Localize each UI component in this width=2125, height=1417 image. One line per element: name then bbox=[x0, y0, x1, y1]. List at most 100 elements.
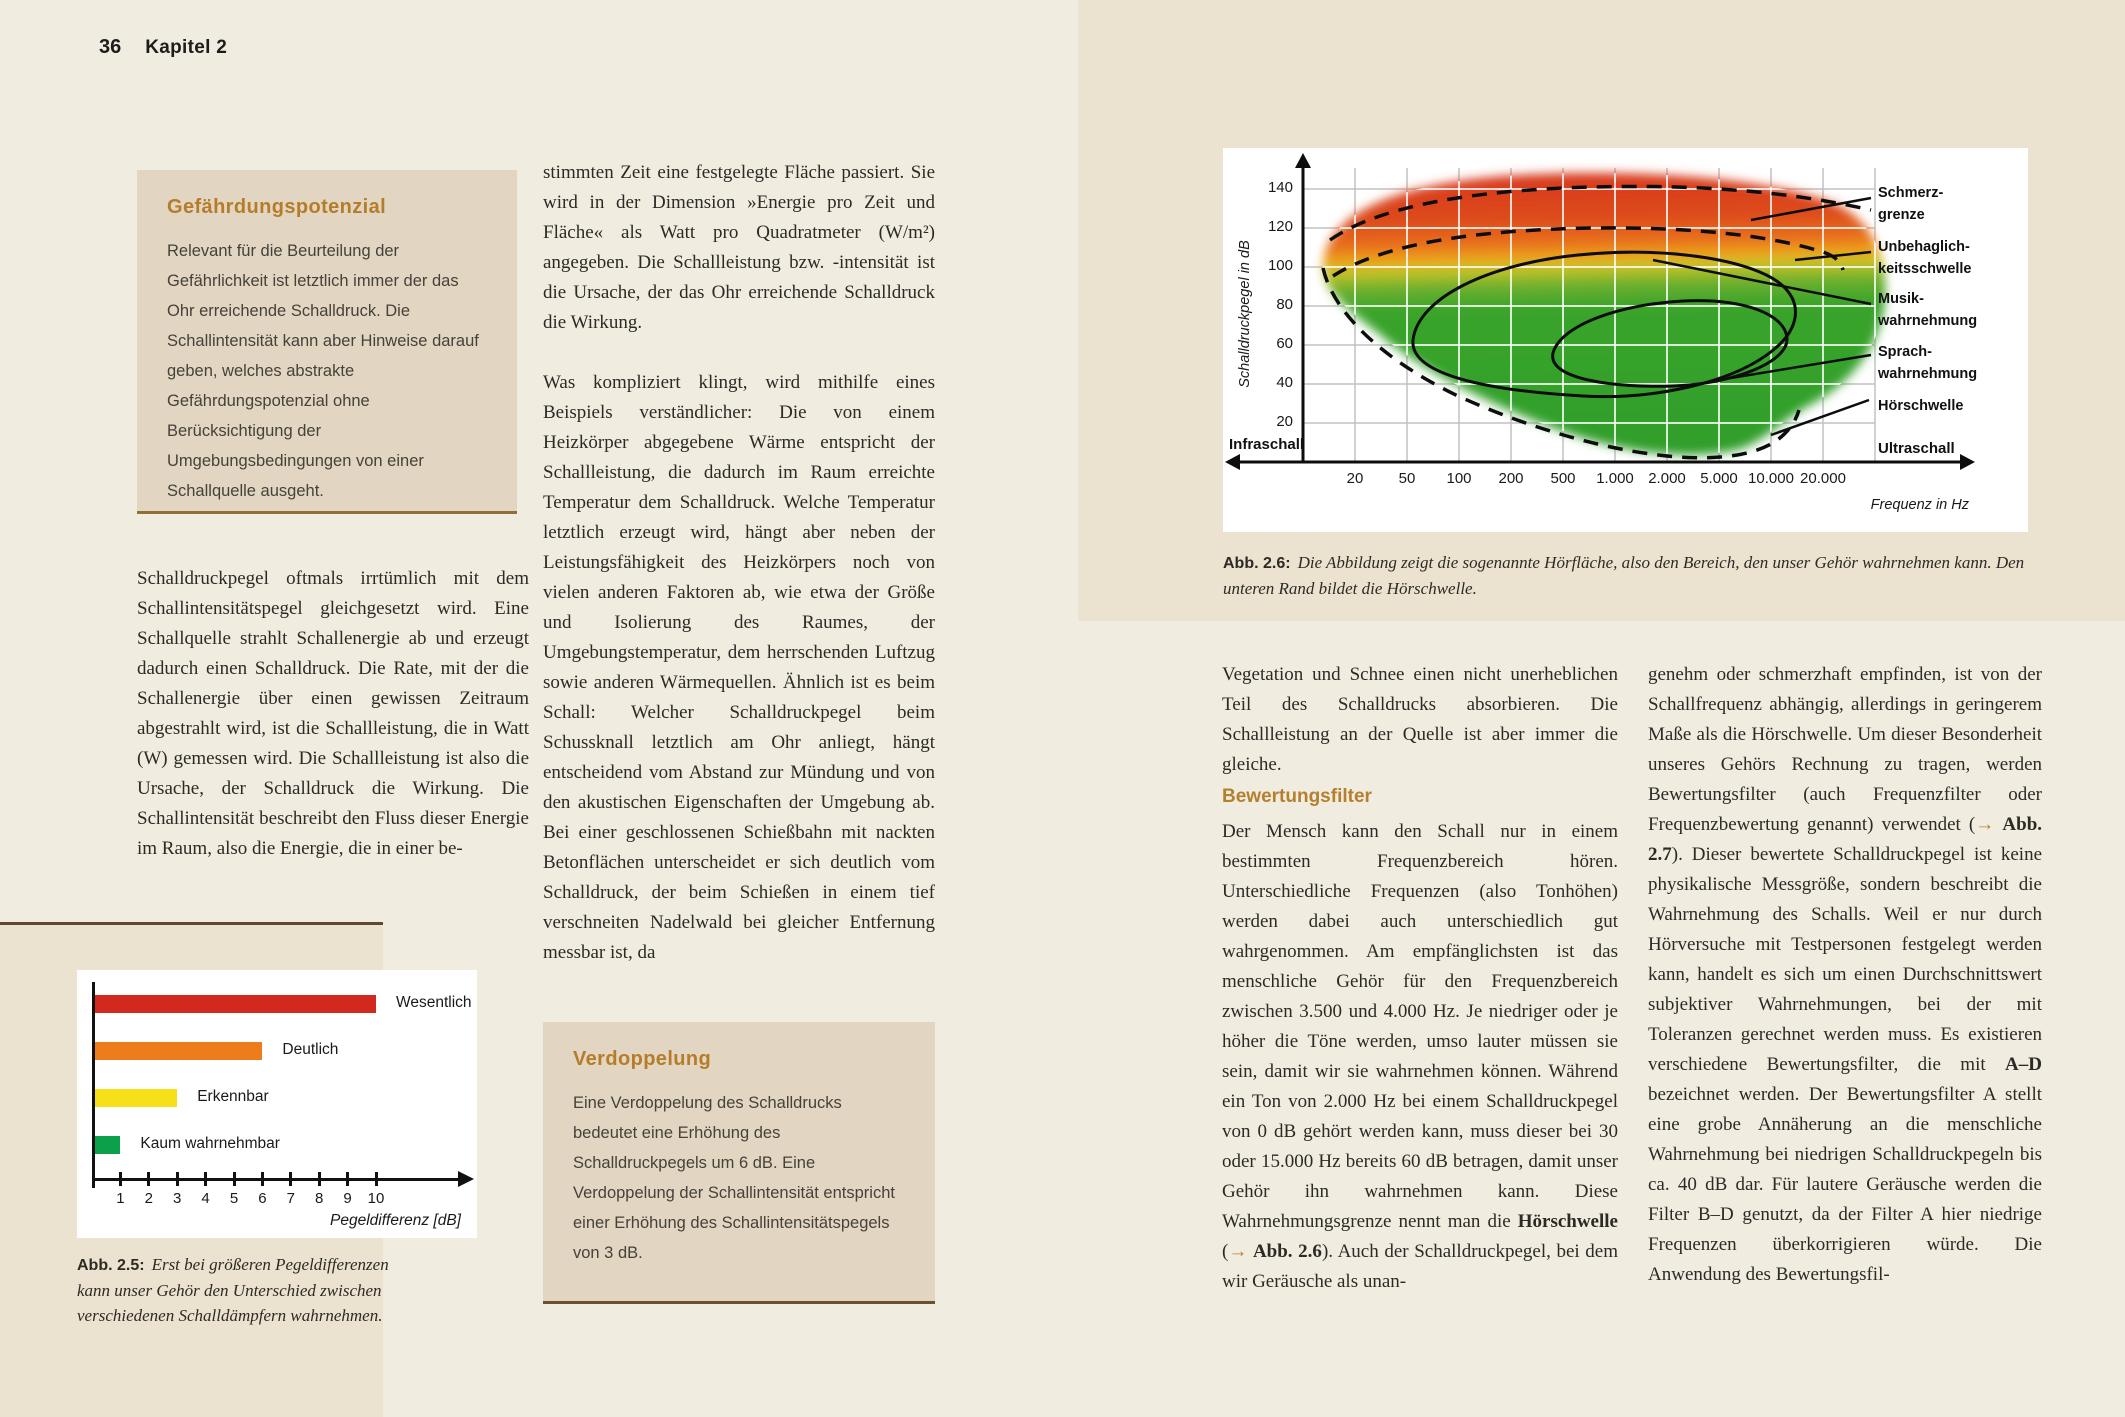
bar-label: Wesentlich bbox=[396, 994, 472, 1011]
y-axis-line bbox=[92, 982, 95, 1188]
x-tick-label: 20 bbox=[1346, 470, 1364, 487]
bar-wesentlich bbox=[95, 995, 376, 1013]
bar-kaum-wahrnehmbar bbox=[95, 1136, 121, 1154]
infobox-verdoppelung: Verdoppelung Eine Verdoppelung des Schal… bbox=[543, 1022, 935, 1304]
x-tick-label: 100 bbox=[1446, 470, 1472, 487]
figure-2-6-hoerflaeche-chart: Schalldruckpegel in dB Frequenz in Hz 14… bbox=[1223, 148, 2028, 532]
x-tick-mark bbox=[317, 1172, 321, 1186]
x-tick-label: 2 bbox=[144, 1190, 153, 1207]
infobox-title: Gefährdungspotenzial bbox=[167, 196, 387, 218]
callout-hörschwelle: Hörschwelle bbox=[1878, 398, 1964, 414]
y-tick-label: 40 bbox=[1276, 374, 1293, 391]
figure-2-6-caption-text: Die Abbildung zeigt die sogenannte Hörfl… bbox=[1223, 553, 2025, 598]
x-tick-mark bbox=[204, 1172, 208, 1186]
x-tick-label: 10 bbox=[367, 1190, 385, 1207]
sprachwahrnehmung-contour bbox=[1551, 299, 1789, 388]
bar-chart-plot: Pegeldifferenz [dB] Wesentlich Deutlich Er… bbox=[77, 970, 477, 1238]
x-axis-label: Pegeldifferenz [dB] bbox=[330, 1212, 461, 1229]
x-tick-label: 3 bbox=[173, 1190, 182, 1207]
x-tick-mark bbox=[175, 1172, 179, 1186]
right-column1-paragraph2: Der Mensch kann den Schall nur in einem … bbox=[1222, 821, 1619, 1292]
x-tick-label: 1.000 bbox=[1596, 470, 1634, 487]
x-axis-arrow-icon bbox=[458, 1171, 474, 1187]
y-tick-label: 60 bbox=[1276, 335, 1293, 352]
y-tick-label: 120 bbox=[1267, 218, 1293, 235]
bar-label: Erkennbar bbox=[197, 1088, 269, 1105]
infobox-gefaehrdungspotenzial: Gefährdungspotenzial Relevant für die Be… bbox=[137, 170, 517, 514]
x-tick-mark bbox=[260, 1172, 264, 1186]
callout-sprachwahrnehmung: Sprach- wahrnehmung bbox=[1878, 344, 1978, 382]
y-axis-arrow-icon bbox=[1295, 153, 1311, 168]
x-tick-label: 500 bbox=[1550, 470, 1576, 487]
x-tick-mark bbox=[118, 1172, 122, 1186]
figure-2-5-label: Abb. 2.5: bbox=[77, 1257, 145, 1274]
x-tick-mark bbox=[374, 1172, 378, 1186]
y-tick-label: 20 bbox=[1276, 413, 1293, 430]
left-column2-paragraph2: Was kompliziert klingt, wird mithilfe ei… bbox=[543, 372, 935, 963]
left-column2: stimmten Zeit eine festgelegte Fläche pa… bbox=[543, 158, 935, 968]
page-header: 36 Kapitel 2 bbox=[99, 36, 227, 59]
x-tick-label: 9 bbox=[343, 1190, 352, 1207]
bar-label: Kaum wahrnehmbar bbox=[140, 1135, 280, 1152]
y-axis-label: Schalldruckpegel in dB bbox=[1237, 240, 1253, 388]
infobox-body: Relevant für die Beurteilung der Gefährl… bbox=[167, 242, 479, 500]
bar-label: Deutlich bbox=[282, 1041, 339, 1058]
left-column2-paragraph1: stimmten Zeit eine festgelegte Fläche pa… bbox=[543, 162, 935, 333]
threshold-curves bbox=[1321, 184, 1872, 460]
hearing-area-plot bbox=[1225, 153, 1975, 470]
right-column2-paragraph: genehm oder schmerzhaft empfinden, ist v… bbox=[1648, 664, 2043, 1285]
figure-2-6-label: Abb. 2.6: bbox=[1223, 555, 1291, 572]
x-axis-left-arrow-icon bbox=[1225, 454, 1240, 470]
schmerzgrenze-curve bbox=[1328, 184, 1872, 242]
callout-musikwahrnehmung: Musik- wahrnehmung bbox=[1878, 291, 1978, 329]
x-tick-label: 10.000 bbox=[1748, 470, 1794, 487]
y-tick-label: 140 bbox=[1267, 179, 1293, 196]
hearing-chart-labels: Schalldruckpegel in dB Frequenz in Hz 14… bbox=[1223, 148, 2028, 532]
perception-contours bbox=[1411, 250, 1797, 399]
x-tick-label: 6 bbox=[258, 1190, 267, 1207]
callout-schmerzgrenze: Schmerz- grenze bbox=[1878, 185, 1944, 223]
x-tick-label: 2.000 bbox=[1648, 470, 1686, 487]
x-tick-label: 20.000 bbox=[1800, 470, 1846, 487]
y-tick-label: 100 bbox=[1267, 257, 1293, 274]
x-axis-label: Frequenz in Hz bbox=[1870, 497, 1969, 513]
section-heading-bewertungsfilter: Bewertungsfilter bbox=[1222, 786, 1372, 807]
axes bbox=[1229, 164, 1963, 464]
unbehaglichkeitsschwelle-curve bbox=[1332, 226, 1845, 278]
infraschall-label: Infraschall bbox=[1229, 436, 1305, 453]
figure-2-5-caption-text: Erst bei größeren Pegeldifferenzen kann … bbox=[77, 1255, 389, 1325]
x-tick-mark bbox=[346, 1172, 350, 1186]
figure-2-6-caption: Abb. 2.6: Die Abbildung zeigt die sogenan… bbox=[1223, 550, 2035, 601]
musikwahrnehmung-contour bbox=[1411, 250, 1797, 399]
x-tick-label: 7 bbox=[286, 1190, 295, 1207]
figure-rule-left bbox=[0, 922, 383, 925]
x-tick-label: 8 bbox=[315, 1190, 324, 1207]
bar-deutlich bbox=[95, 1042, 263, 1060]
x-tick-label: 5 bbox=[229, 1190, 239, 1207]
x-tick-label: 4 bbox=[201, 1190, 210, 1207]
right-column1-paragraph1: Vegetation und Schnee einen nicht unerhe… bbox=[1222, 664, 1618, 775]
chapter-label: Kapitel 2 bbox=[145, 37, 228, 58]
left-column1-paragraph: Schalldruckpegel oftmals irrtümlich mit … bbox=[137, 568, 529, 859]
x-tick-label: 50 bbox=[1398, 470, 1416, 487]
callout-unbehaglichkeitsschwelle: Unbehaglich- keitsschwelle bbox=[1878, 239, 1972, 277]
right-column1: Vegetation und Schnee einen nicht unerhe… bbox=[1222, 660, 1618, 1297]
infobox-title: Verdoppelung bbox=[573, 1048, 712, 1070]
x-tick-label: 200 bbox=[1498, 470, 1524, 487]
x-tick-label: 5.000 bbox=[1700, 470, 1738, 487]
x-tick-mark bbox=[232, 1172, 236, 1186]
x-axis-right-arrow-icon bbox=[1960, 454, 1975, 470]
figure-2-5-bar-chart: Pegeldifferenz [dB] Wesentlich Deutlich Er… bbox=[77, 970, 477, 1238]
callout-leader-lines bbox=[1652, 196, 1872, 437]
x-tick-label: 1 bbox=[116, 1190, 125, 1207]
figure-2-5-caption: Abb. 2.5: Erst bei größeren Pegeldifferen… bbox=[77, 1252, 399, 1328]
x-tick-mark bbox=[147, 1172, 151, 1186]
bar-erkennbar bbox=[95, 1089, 178, 1107]
y-tick-label: 80 bbox=[1276, 296, 1293, 313]
x-tick-mark bbox=[289, 1172, 293, 1186]
x-axis-line bbox=[92, 1178, 460, 1181]
page-number: 36 bbox=[99, 36, 122, 58]
infobox-body: Eine Verdoppelung des Schalldrucks bedeu… bbox=[573, 1094, 895, 1262]
ultraschall-label: Ultraschall bbox=[1878, 440, 1955, 457]
